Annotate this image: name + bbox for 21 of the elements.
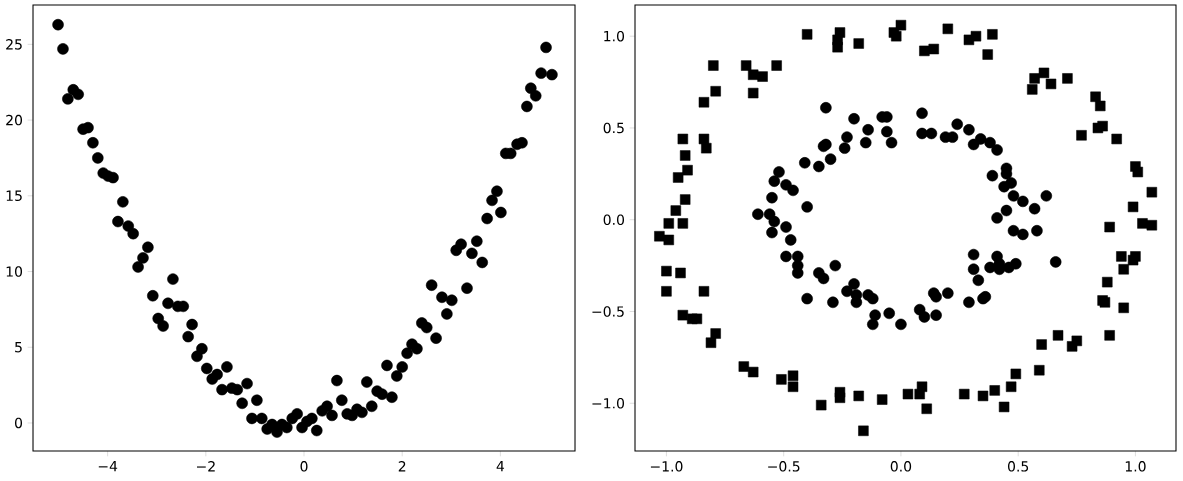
y-tick-label: 0 bbox=[14, 417, 23, 429]
y-tick-label: 20 bbox=[6, 114, 23, 126]
x-tick-label: −2 bbox=[196, 461, 215, 472]
x-tick-label: −1.0 bbox=[650, 461, 683, 472]
x-tick-label: 0.5 bbox=[1007, 461, 1029, 472]
y-tick-label: −1.0 bbox=[592, 397, 625, 409]
y-tick-label: 10 bbox=[6, 266, 23, 277]
x-tick-label: 0 bbox=[300, 461, 308, 472]
x-tick-label: 0.0 bbox=[890, 461, 912, 472]
x-tick-label: −4 bbox=[98, 461, 118, 472]
y-tick-label: 25 bbox=[6, 39, 22, 50]
y-tick-label: 1.0 bbox=[604, 30, 625, 42]
y-tick-label: −0.5 bbox=[592, 306, 624, 317]
y-tick-label: 0.0 bbox=[603, 214, 625, 226]
x-tick-label: 2 bbox=[398, 461, 406, 472]
y-tick-label: 0.5 bbox=[603, 122, 624, 134]
y-tick-label: 5 bbox=[15, 342, 22, 353]
x-tick-label: 1.0 bbox=[1125, 461, 1146, 472]
x-tick-label: 4 bbox=[496, 461, 505, 472]
y-tick-label: 15 bbox=[6, 190, 22, 201]
x-tick-label: −0.5 bbox=[768, 461, 800, 472]
